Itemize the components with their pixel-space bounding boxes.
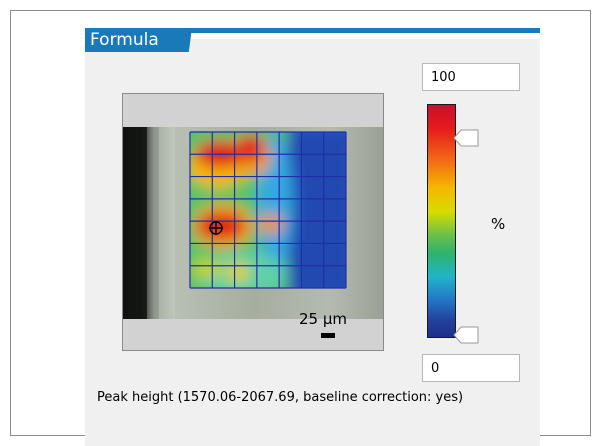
panel-title: Formula: [90, 30, 159, 50]
color-scale-bar: [427, 104, 456, 338]
microscope-texture-band: [159, 127, 175, 319]
panel-title-tab: [85, 28, 192, 52]
lower-slider-handle[interactable]: [453, 326, 479, 344]
crosshair-icon[interactable]: [209, 221, 223, 235]
measurement-grid: [189, 131, 347, 289]
colorbar-max-input[interactable]: 100: [422, 63, 520, 91]
microscope-edge-shadow: [123, 127, 147, 319]
heatmap-overlay: [190, 132, 346, 288]
panel-header-bar: [85, 28, 540, 33]
scale-bar-label: 25 µm: [299, 310, 348, 328]
map-caption: Peak height (1570.06-2067.69, baseline c…: [97, 390, 464, 405]
upper-slider-handle[interactable]: [453, 129, 479, 147]
map-image[interactable]: [123, 94, 383, 350]
chemical-map-view[interactable]: 25 µm: [122, 93, 384, 351]
colorbar-unit-label: %: [491, 215, 506, 233]
scale-bar: [321, 333, 335, 338]
colorbar-min-input[interactable]: 0: [422, 354, 520, 382]
